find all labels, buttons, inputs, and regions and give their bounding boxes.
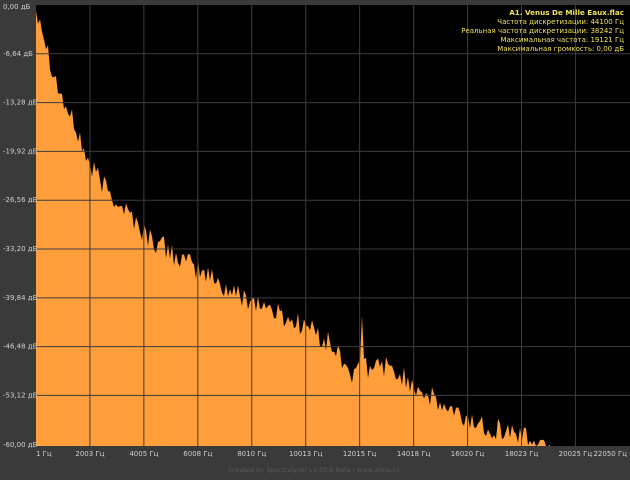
x-tick-label: 22050 Гц [593,450,627,458]
y-tick-label: -13,28 дБ [3,99,38,107]
y-axis-ticks: 0,00 дБ -6,64 дБ -13,28 дБ -19,92 дБ -26,56 … [3,3,38,449]
x-tick-label: 10013 Гц [289,450,323,458]
x-tick-label: 18023 Гц [505,450,539,458]
info-line-sample-rate: Частота дискретизации: 44100 Гц [497,18,624,26]
info-title: A1. Venus De Mille Eaux.flac [509,8,624,17]
y-tick-label: 0,00 дБ [3,3,31,11]
x-tick-label: 6008 Гц [183,450,212,458]
info-line-max-frequency: Максимальная частота: 19121 Гц [500,36,624,44]
x-tick-label: 1 Гц [36,450,52,458]
info-line-max-volume: Максимальная громкость: 0,00 дБ [497,45,624,53]
info-panel: A1. Venus De Mille Eaux.flac Частота дис… [461,8,624,53]
x-tick-label: 4005 Гц [129,450,158,458]
y-tick-label: -60,00 дБ [3,441,38,449]
y-tick-label: -6,64 дБ [3,50,33,58]
spectrum-area-0 [36,10,550,446]
x-tick-label: 2003 Гц [75,450,104,458]
x-tick-label: 12015 Гц [343,450,377,458]
y-tick-label: -39,84 дБ [3,294,38,302]
y-tick-label: -33,20 дБ [3,245,38,253]
x-tick-label: 14018 Гц [397,450,431,458]
x-axis-ticks: 1 Гц 2003 Гц 4005 Гц 6008 Гц 8010 Гц 10013 Гц… [36,450,627,458]
grid-layer [36,5,630,446]
y-tick-label: -53,12 дБ [3,391,38,399]
x-tick-label: 20025 Гц [559,450,593,458]
y-tick-label: -26,56 дБ [3,196,38,204]
info-line-real-sample-rate: Реальная частота дискретизации: 38242 Гц [461,27,624,35]
y-tick-label: -19,92 дБ [3,147,38,155]
x-tick-label: 8010 Гц [237,450,266,458]
footer-credit: Created by Spectralyzer v1.00.6 Beta / w… [228,466,399,474]
spectrum-data-layer [36,10,550,446]
x-tick-label: 16020 Гц [451,450,485,458]
y-tick-label: -46,48 дБ [3,343,38,351]
